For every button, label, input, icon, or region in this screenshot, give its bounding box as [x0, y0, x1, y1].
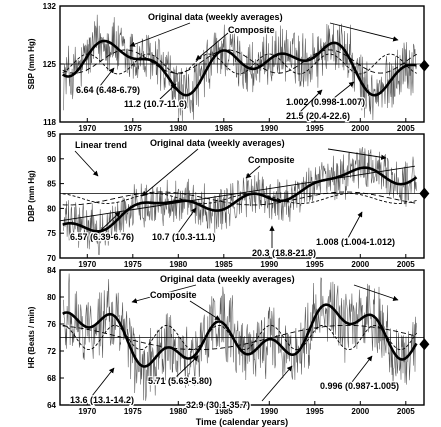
sbp-panel: 118 125 132 1970 1975 1980 1985 1990 1995 2000 200…: [27, 2, 430, 133]
hr-x-tick-label: 1995: [306, 407, 324, 416]
sbp-x-tick-label: 1995: [306, 124, 324, 133]
sbp-annotation-original: Original data (weekly averages): [148, 12, 283, 22]
hr-x-tick-label: 1980: [169, 407, 187, 416]
sbp-annotation-composite: Composite: [228, 25, 275, 35]
hr-y-tick-label: 64: [47, 401, 56, 410]
dbp-y-tick-label: 85: [47, 180, 56, 189]
hr-x-tick-label: 1970: [78, 407, 96, 416]
sbp-annotation-p215: 21.5 (20.4-22.6): [286, 111, 350, 121]
dbp-annotation-p1008: 1.008 (1.004-1.012): [316, 237, 395, 247]
sbp-x-tick-label: 2000: [351, 124, 369, 133]
hr-x-tick-label: 1990: [260, 407, 278, 416]
sbp-y-tick-label: 118: [43, 118, 56, 127]
hr-y-tick-label: 80: [47, 293, 56, 302]
hr-x-tick-label: 2005: [397, 407, 415, 416]
dbp-annotation-p203: 20.3 (18.8-21.8): [252, 248, 316, 258]
dbp-annotation-arrow: [177, 207, 197, 234]
sbp-original-data-line: [63, 14, 417, 123]
sbp-x-tick-label: 1985: [215, 124, 233, 133]
dbp-x-tick-label: 1995: [306, 260, 324, 269]
sbp-annotation-arrow: [333, 81, 355, 99]
dbp-annotation-arrow: [245, 165, 261, 179]
sbp-annotation-arrow: [195, 32, 229, 61]
dbp-annotation-arrow: [97, 211, 121, 234]
hr-annotation-arrow: [131, 284, 197, 304]
hr-y-tick-label: 84: [47, 266, 56, 275]
sbp-annotation-arrow: [299, 89, 323, 113]
sbp-y-axis-label: SBP (mm Hg): [27, 38, 36, 89]
dbp-annotation-trend: Linear trend: [75, 140, 127, 150]
hr-y-tick-label: 68: [47, 374, 56, 383]
hr-composite-line: [62, 303, 418, 368]
hr-annotation-arrow: [175, 355, 199, 378]
dbp-annotation-arrow: [347, 211, 363, 239]
sbp-x-tick-label: 2005: [397, 124, 415, 133]
dbp-annotation-arrow: [141, 148, 199, 197]
dbp-annotation-p107: 10.7 (10.3-11.1): [152, 232, 216, 242]
dbp-annotation-composite: Composite: [248, 155, 295, 165]
dbp-x-tick-label: 2005: [397, 260, 415, 269]
sbp-y-tick-label: 132: [43, 2, 57, 11]
hr-annotation-p0996: 0.996 (0.987-1.005): [320, 381, 399, 391]
hr-x-tick-label: 1975: [124, 407, 142, 416]
hr-annotation-p136: 13.6 (13.1-14.2): [70, 395, 134, 405]
hr-panel: 64 68 72 76 80 84 1970 1975 1980 1985 1990 1995 2000…: [27, 266, 430, 427]
sbp-y-tick-label: 125: [43, 60, 57, 69]
dbp-x-tick-label: 1985: [215, 260, 233, 269]
dbp-panel: 70 75 80 85 90 95 1970 1975 1980 1985 1990 1995 2000…: [27, 130, 430, 269]
dbp-x-tick-label: 1975: [124, 260, 142, 269]
hr-y-tick-label: 76: [47, 320, 56, 329]
dbp-y-tick-label: 70: [47, 254, 56, 263]
dbp-x-tick-label: 1990: [260, 260, 278, 269]
dbp-y-tick-label: 80: [47, 204, 56, 213]
hr-annotation-arrow: [351, 355, 373, 383]
hr-annotation-arrow: [261, 365, 293, 402]
dbp-y-tick-label: 90: [47, 155, 56, 164]
sbp-composite-line: [62, 39, 418, 97]
sbp-x-tick-label: 1980: [169, 124, 187, 133]
hr-end-marker: [419, 338, 430, 351]
hr-x-tick-label: 1985: [215, 407, 233, 416]
hr-x-tick-label: 2000: [351, 407, 369, 416]
sbp-x-tick-label: 1970: [78, 124, 96, 133]
sbp-x-tick-label: 1990: [260, 124, 278, 133]
dbp-annotation-p657: 6.57 (6.39-6.76): [70, 232, 134, 242]
hr-annotation-composite: Composite: [150, 290, 197, 300]
sbp-end-marker: [419, 59, 430, 72]
dbp-annotation-arrow: [74, 150, 99, 177]
dbp-x-tick-label: 1980: [169, 260, 187, 269]
dbp-y-tick-label: 95: [47, 130, 56, 139]
dbp-y-axis-label: DBP (mm Hg): [27, 170, 36, 222]
sbp-annotation-p664: 6.64 (6.48-6.79): [76, 85, 140, 95]
hr-annotation-p571: 5.71 (5.63-5.80): [148, 376, 212, 386]
dbp-composite-line: [62, 166, 418, 233]
sbp-annotation-arrow: [129, 22, 191, 47]
hr-annotation-arrow: [189, 300, 221, 321]
dbp-annotation-arrow: [327, 148, 387, 160]
sbp-component-fit-line: [62, 49, 417, 74]
hr-annotation-arrow: [353, 284, 399, 301]
dbp-component-fit-line: [62, 193, 417, 204]
dbp-x-tick-label: 2000: [351, 260, 369, 269]
hr-y-axis-label: HR (Beats / min): [27, 306, 36, 368]
sbp-x-tick-label: 1975: [124, 124, 142, 133]
hr-annotation-arrow: [91, 367, 115, 397]
hr-component-fit-line: [62, 324, 417, 351]
hr-annotation-p329: 32.9 (30.1-35.7): [186, 400, 250, 410]
sbp-annotation-arrow: [99, 67, 115, 87]
dbp-annotation-original: Original data (weekly averages): [150, 138, 285, 148]
sbp-component-fit-line: [62, 53, 417, 75]
dbp-end-marker: [419, 187, 430, 200]
hr-y-tick-label: 72: [47, 347, 56, 356]
hr-x-axis-label: Time (calendar years): [196, 417, 288, 427]
sbp-annotation-arrow: [159, 83, 177, 100]
dbp-x-tick-label: 1970: [78, 260, 96, 269]
dbp-y-tick-label: 75: [47, 229, 56, 238]
sbp-annotation-p1002: 1.002 (0.998-1.007): [286, 97, 365, 107]
sbp-annotation-p112: 11.2 (10.7-11.6): [124, 99, 187, 109]
hr-annotation-original: Original data (weekly averages): [160, 274, 295, 284]
dbp-component-fit-line: [62, 191, 417, 206]
sbp-annotation-arrow: [329, 22, 399, 42]
